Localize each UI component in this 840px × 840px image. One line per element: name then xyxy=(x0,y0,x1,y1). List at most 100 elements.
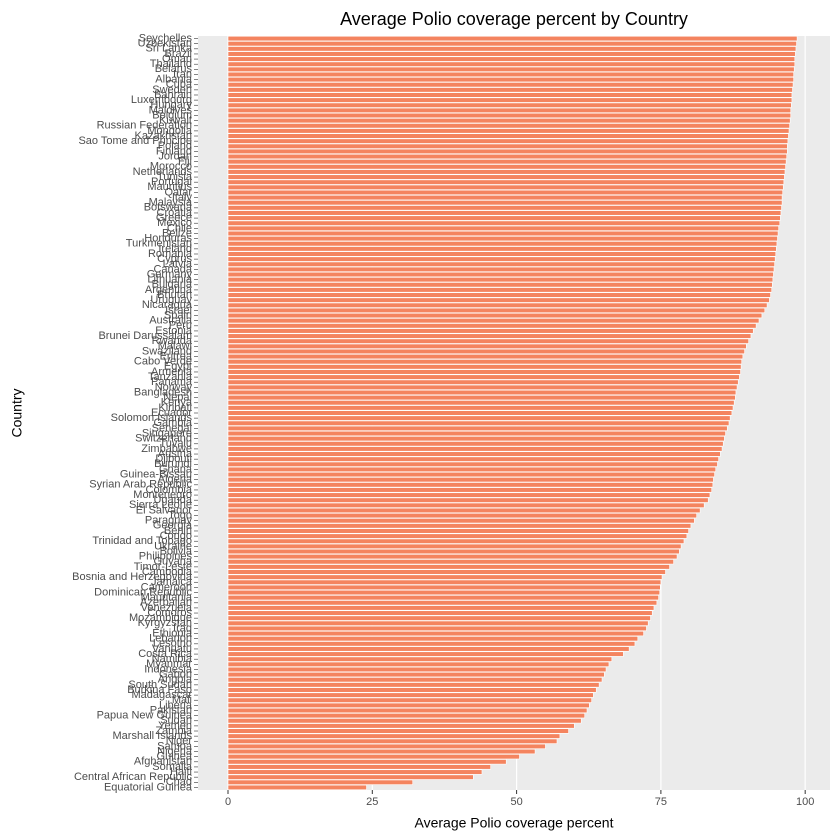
y-tick-label: Cabo Verde xyxy=(134,356,192,368)
bar xyxy=(227,46,797,52)
bar xyxy=(227,179,785,185)
bar xyxy=(227,548,680,555)
y-tick-label: Kenya xyxy=(161,397,193,409)
y-tick-label: Kyrgyzstan xyxy=(138,617,192,629)
y-tick-label: Madagascar xyxy=(131,689,192,701)
bar xyxy=(227,702,590,708)
y-tick-label: Kazakhstan xyxy=(135,130,192,142)
bar xyxy=(227,277,774,283)
y-tick-label: Ukraine xyxy=(154,540,192,552)
y-tick-label: Kuwait xyxy=(159,115,192,127)
y-tick-label: Norway xyxy=(155,381,193,393)
bar xyxy=(227,271,774,278)
y-tick-label: Central African Republic xyxy=(74,771,193,783)
bar xyxy=(227,307,766,314)
y-tick-label: Marshall Islands xyxy=(113,730,193,742)
y-tick-label: Chad xyxy=(166,776,192,788)
bar xyxy=(227,87,793,93)
y-tick-label: Brazil xyxy=(164,48,192,60)
chart-title: Average Polio coverage percent by Countr… xyxy=(340,9,688,29)
bar xyxy=(227,369,741,375)
y-tick-label: Uganda xyxy=(153,494,192,506)
bar xyxy=(227,738,558,744)
bar xyxy=(227,610,653,616)
y-tick-label: Dominican Republic xyxy=(94,586,192,598)
bar xyxy=(227,92,793,98)
bar xyxy=(227,389,737,396)
bar xyxy=(227,282,773,288)
y-tick-label: Tunisia xyxy=(157,171,193,183)
y-tick-label: Botswana xyxy=(144,202,193,214)
bar xyxy=(227,430,726,437)
y-tick-label: Estonia xyxy=(155,325,193,337)
y-tick-label: Nigeria xyxy=(157,745,193,757)
bar xyxy=(227,697,592,703)
bar xyxy=(227,625,647,632)
y-tick-label: Yemen xyxy=(158,720,192,732)
y-tick-label: Guinea xyxy=(157,751,193,763)
bar xyxy=(227,318,760,324)
y-tick-label: Georgia xyxy=(153,520,193,532)
y-tick-label: Romania xyxy=(148,248,193,260)
y-tick-label: Montenegro xyxy=(133,489,192,501)
y-tick-label: Iraq xyxy=(173,622,192,634)
bar xyxy=(227,374,740,380)
y-tick-label: Trinidad and Tobago xyxy=(92,535,192,547)
bar xyxy=(227,76,794,83)
bar xyxy=(227,682,600,688)
bar xyxy=(227,400,735,406)
y-tick-label: El Salvador xyxy=(136,504,193,516)
y-tick-label: Bosnia and Herzegovina xyxy=(72,571,193,583)
bar xyxy=(227,112,792,119)
y-tick-label: Switzerland xyxy=(135,433,192,445)
y-tick-label: Solomon Islands xyxy=(111,412,193,424)
y-tick-label: Lebanon xyxy=(149,633,192,645)
y-tick-label: Guinea-Bissau xyxy=(120,468,192,480)
y-tick-label: Nepal xyxy=(163,392,192,404)
y-tick-label: Burundi xyxy=(154,458,192,470)
bar xyxy=(227,733,561,739)
bar xyxy=(227,61,796,67)
bar xyxy=(227,164,786,170)
y-tick-label: Paraguay xyxy=(145,515,193,527)
y-tick-label: Bolivia xyxy=(160,545,193,557)
y-tick-label: Colombia xyxy=(146,484,193,496)
bar xyxy=(227,441,724,447)
bar xyxy=(227,246,777,252)
y-tick-label: Peru xyxy=(169,320,192,332)
y-tick-label: Djibouti xyxy=(155,453,192,465)
y-tick-label: Nicaragua xyxy=(142,299,193,311)
y-tick-label: Chile xyxy=(167,222,192,234)
bar xyxy=(227,225,779,231)
y-tick-label: Rwanda xyxy=(152,335,193,347)
y-tick-label: Armenia xyxy=(151,366,193,378)
bar xyxy=(227,436,725,442)
y-tick-label: Uzbekistan xyxy=(138,38,192,50)
bar xyxy=(227,359,742,365)
bar xyxy=(227,251,777,257)
bar xyxy=(227,138,789,144)
bar xyxy=(227,56,796,62)
y-tick-label: Ireland xyxy=(158,243,192,255)
bar xyxy=(227,97,793,103)
bar xyxy=(227,384,738,390)
bar xyxy=(227,507,701,514)
x-tick-label: 50 xyxy=(510,796,522,808)
bar xyxy=(227,579,662,585)
y-tick-label: Germany xyxy=(147,268,193,280)
bar xyxy=(227,51,796,57)
bar xyxy=(227,364,742,370)
y-tick-label: Spain xyxy=(164,309,192,321)
bar xyxy=(227,677,603,683)
y-tick-label: Netherlands xyxy=(133,166,193,178)
y-tick-label: Albania xyxy=(155,74,193,86)
bar xyxy=(227,456,719,462)
bar xyxy=(227,66,795,72)
bar xyxy=(227,600,658,606)
y-tick-label: Somalia xyxy=(152,761,193,773)
y-tick-label: Namibia xyxy=(152,653,193,665)
bar xyxy=(227,312,763,319)
x-tick-label: 75 xyxy=(655,796,667,808)
y-tick-label: Zimbabwe xyxy=(141,443,192,455)
